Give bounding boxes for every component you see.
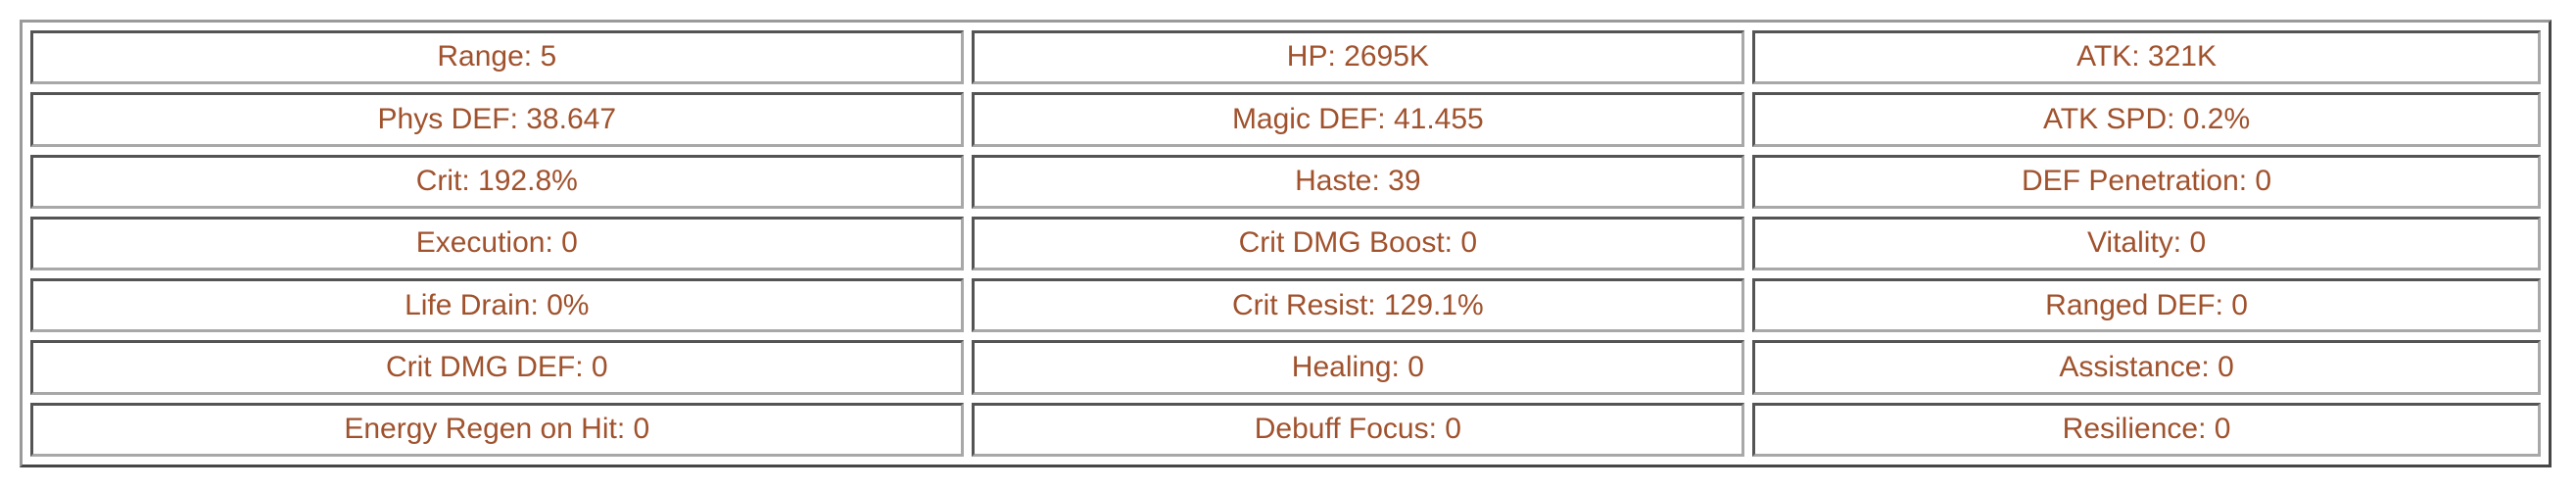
stat-cell: Crit DMG DEF: 0 <box>30 340 964 395</box>
stat-cell: Crit DMG Boost: 0 <box>971 216 1745 271</box>
stat-cell: Phys DEF: 38.647 <box>30 92 964 147</box>
stat-cell: Energy Regen on Hit: 0 <box>30 402 964 457</box>
stat-cell: Vitality: 0 <box>1752 216 2541 271</box>
stat-cell: Resilience: 0 <box>1752 402 2541 457</box>
stat-cell: Crit Resist: 129.1% <box>971 278 1745 333</box>
stat-cell: Assistance: 0 <box>1752 340 2541 395</box>
stat-cell: HP: 2695K <box>971 30 1745 85</box>
character-stats-table: Range: 5 HP: 2695K ATK: 321K Phys DEF: 38.6… <box>20 20 2552 467</box>
stat-cell: Range: 5 <box>30 30 964 85</box>
table-row: Range: 5 HP: 2695K ATK: 321K <box>30 30 2541 85</box>
stat-cell: DEF Penetration: 0 <box>1752 154 2541 209</box>
stat-cell: Execution: 0 <box>30 216 964 271</box>
stat-cell: Magic DEF: 41.455 <box>971 92 1745 147</box>
stat-cell: Healing: 0 <box>971 340 1745 395</box>
table-row: Execution: 0 Crit DMG Boost: 0 Vitality: 0 <box>30 216 2541 271</box>
table-row: Phys DEF: 38.647 Magic DEF: 41.455 ATK SPD… <box>30 92 2541 147</box>
stat-cell: Crit: 192.8% <box>30 154 964 209</box>
table-row: Crit: 192.8% Haste: 39 DEF Penetration: 0 <box>30 154 2541 209</box>
stat-cell: Life Drain: 0% <box>30 278 964 333</box>
stat-cell: Ranged DEF: 0 <box>1752 278 2541 333</box>
table-row: Crit DMG DEF: 0 Healing: 0 Assistance: 0 <box>30 340 2541 395</box>
table-row: Life Drain: 0% Crit Resist: 129.1% Ranged … <box>30 278 2541 333</box>
stat-cell: ATK: 321K <box>1752 30 2541 85</box>
stat-cell: Debuff Focus: 0 <box>971 402 1745 457</box>
table-row: Energy Regen on Hit: 0 Debuff Focus: 0 Res… <box>30 402 2541 457</box>
stat-cell: Haste: 39 <box>971 154 1745 209</box>
stats-table-body: Range: 5 HP: 2695K ATK: 321K Phys DEF: 38.6… <box>30 30 2541 457</box>
stat-cell: ATK SPD: 0.2% <box>1752 92 2541 147</box>
